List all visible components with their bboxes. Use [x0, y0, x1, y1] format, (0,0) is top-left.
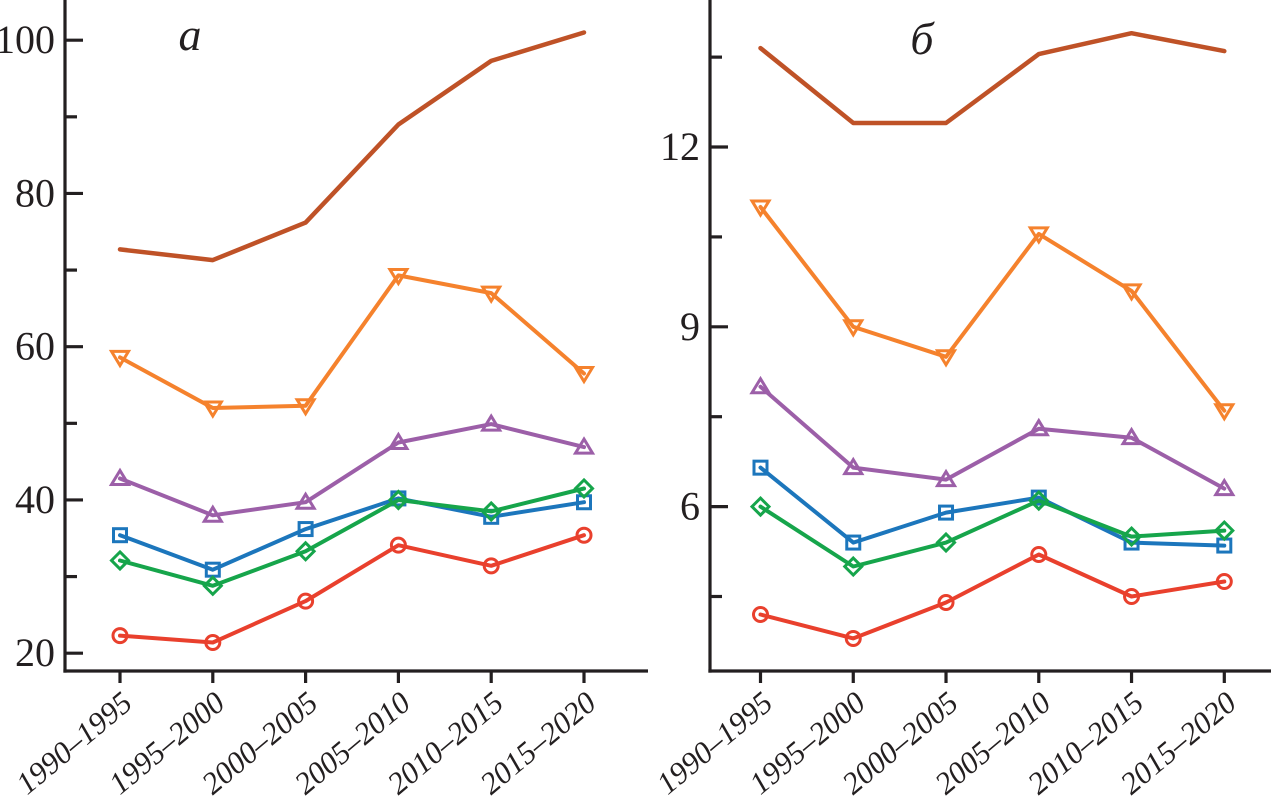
- data-point-marker: [749, 375, 772, 395]
- data-point-marker: [294, 491, 317, 510]
- data-point-marker: [842, 456, 865, 476]
- y-axis-tick-label: 100: [0, 17, 55, 62]
- data-point-marker: [572, 436, 596, 455]
- y-axis-tick-label: 60: [15, 324, 55, 369]
- data-point-marker: [752, 605, 769, 623]
- data-point-marker: [109, 549, 131, 572]
- data-point-marker: [1027, 417, 1050, 437]
- series-line: [118, 496, 586, 572]
- data-point-marker: [842, 555, 864, 578]
- data-point-marker: [1028, 489, 1050, 512]
- y-axis-tick-label: 6: [680, 484, 700, 529]
- data-point-marker: [480, 285, 503, 304]
- data-point-marker: [1120, 283, 1143, 302]
- data-point-marker: [108, 349, 132, 369]
- data-point-marker: [202, 575, 224, 597]
- data-point-marker: [1213, 403, 1236, 422]
- data-point-marker: [938, 504, 955, 521]
- data-point-marker: [934, 468, 958, 488]
- data-point-marker: [482, 557, 500, 575]
- data-point-marker: [1213, 477, 1236, 497]
- y-axis-tick-label: 40: [15, 477, 55, 522]
- y-axis-tick-label: 20: [15, 630, 55, 675]
- series-line: [758, 30, 1227, 126]
- data-point-marker: [934, 349, 958, 368]
- data-point-marker: [204, 633, 222, 651]
- data-point-marker: [572, 366, 596, 385]
- data-point-marker: [294, 540, 317, 562]
- data-point-marker: [201, 504, 224, 523]
- panel-label: б: [910, 13, 935, 64]
- series-line: [117, 30, 587, 263]
- data-point-marker: [1120, 525, 1143, 548]
- data-point-marker: [1123, 587, 1141, 605]
- data-point-marker: [575, 526, 593, 544]
- series-line: [118, 422, 586, 518]
- data-point-marker: [111, 627, 129, 645]
- y-axis-tick-label: 9: [680, 304, 700, 349]
- series-line: [118, 486, 586, 588]
- data-point-marker: [389, 536, 407, 554]
- data-point-marker: [294, 398, 317, 417]
- data-point-marker: [387, 431, 410, 450]
- data-point-marker: [387, 489, 410, 511]
- series-line: [758, 384, 1227, 491]
- data-point-marker: [752, 459, 769, 476]
- y-axis-tick-label: 12: [660, 124, 700, 169]
- data-point-marker: [845, 534, 862, 551]
- data-point-marker: [387, 267, 410, 287]
- data-point-marker: [844, 629, 862, 647]
- data-point-marker: [112, 527, 128, 544]
- series-line: [118, 533, 586, 645]
- data-point-marker: [1215, 573, 1233, 591]
- data-point-marker: [1030, 546, 1048, 564]
- series-line: [118, 273, 586, 410]
- data-point-marker: [297, 592, 315, 610]
- data-point-marker: [108, 467, 132, 486]
- data-point-marker: [573, 477, 595, 500]
- data-point-marker: [1213, 519, 1235, 542]
- series-line: [758, 498, 1227, 569]
- data-point-marker: [1120, 426, 1143, 446]
- data-point-marker: [842, 319, 865, 338]
- panel-label: a: [179, 9, 202, 60]
- y-axis-tick-label: 80: [15, 170, 55, 215]
- data-point-marker: [935, 531, 957, 554]
- series-line: [758, 552, 1227, 641]
- data-point-marker: [749, 495, 772, 518]
- data-point-marker: [480, 413, 503, 432]
- data-point-marker: [1027, 226, 1050, 245]
- data-point-marker: [480, 500, 502, 523]
- data-point-marker: [937, 593, 955, 611]
- series-line: [758, 205, 1227, 413]
- data-point-marker: [297, 521, 314, 538]
- data-point-marker: [201, 400, 224, 419]
- series-line: [758, 465, 1227, 548]
- data-point-marker: [749, 199, 772, 218]
